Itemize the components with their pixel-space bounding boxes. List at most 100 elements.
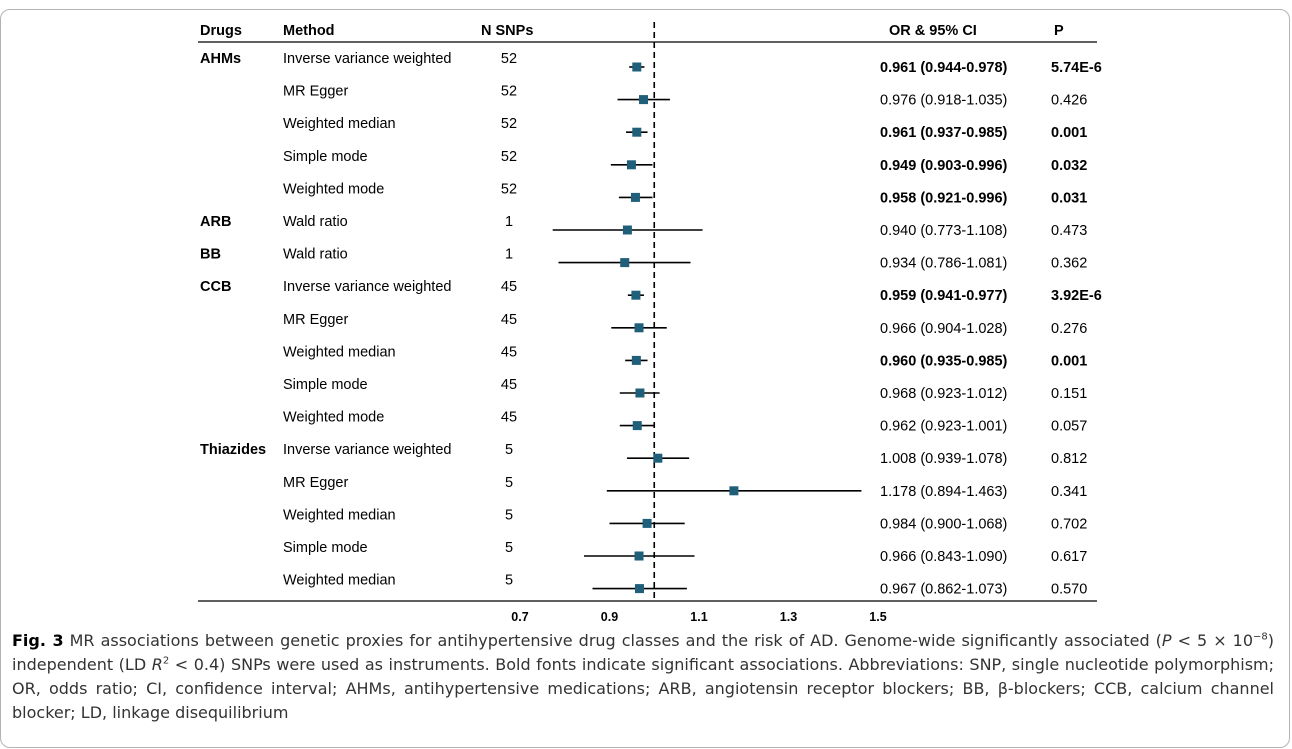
or-point — [630, 192, 640, 202]
row-or-ci: 0.961 (0.944-0.978) — [880, 60, 1008, 76]
row-nsnps: 52 — [501, 51, 517, 67]
x-tick-label: 1.1 — [690, 610, 707, 624]
forest-row: MR Egger 5 1.178 (0.894-1.463) 0.341 — [283, 475, 1087, 500]
row-or-ci: 1.008 (0.939-1.078) — [880, 451, 1007, 467]
row-p-value: 0.341 — [1051, 484, 1087, 500]
row-nsnps: 1 — [505, 214, 513, 230]
row-p-value: 0.001 — [1051, 125, 1087, 141]
header-method: Method — [283, 23, 335, 39]
forest-row: Weighted mode 45 0.962 (0.923-1.001) 0.057 — [283, 410, 1087, 435]
row-method: Simple mode — [283, 149, 368, 165]
header-p: P — [1054, 23, 1064, 39]
forest-row: AHMs Inverse variance weighted 52 0.961 (0.… — [200, 51, 1102, 76]
or-point — [620, 258, 630, 268]
or-point — [626, 160, 636, 170]
row-nsnps: 5 — [505, 442, 513, 458]
row-nsnps: 45 — [501, 344, 517, 360]
or-point — [634, 584, 644, 594]
header-or-ci: OR & 95% CI — [889, 23, 977, 39]
forest-row: Simple mode 5 0.966 (0.843-1.090) 0.617 — [283, 540, 1087, 565]
x-tick-label: 1.3 — [780, 610, 797, 624]
row-p-value: 0.617 — [1051, 549, 1087, 565]
row-method: Inverse variance weighted — [283, 51, 451, 67]
row-nsnps: 52 — [501, 84, 517, 100]
row-or-ci: 0.949 (0.903-0.996) — [880, 158, 1008, 174]
row-p-value: 0.702 — [1051, 516, 1087, 532]
row-p-value: 0.001 — [1051, 353, 1087, 369]
row-nsnps: 5 — [505, 507, 513, 523]
forest-row: Weighted median 5 0.984 (0.900-1.068) 0.702 — [283, 507, 1087, 532]
or-point — [631, 290, 641, 300]
row-or-ci: 0.984 (0.900-1.068) — [880, 516, 1007, 532]
row-method: Weighted mode — [283, 181, 384, 197]
or-point — [634, 551, 644, 561]
header-drugs: Drugs — [200, 23, 242, 39]
row-or-ci: 0.967 (0.862-1.073) — [880, 582, 1007, 598]
row-or-ci: 0.962 (0.923-1.001) — [880, 419, 1007, 435]
forest-plot: Drugs Method N SNPs OR & 95% CI P AHMs In… — [198, 22, 1102, 624]
forest-row: Simple mode 52 0.949 (0.903-0.996) 0.032 — [283, 149, 1087, 174]
row-method: Wald ratio — [283, 247, 348, 263]
row-p-value: 0.362 — [1051, 256, 1087, 272]
or-point — [635, 388, 645, 398]
forest-row: BB Wald ratio 1 0.934 (0.786-1.081) 0.362 — [200, 247, 1087, 272]
row-or-ci: 0.968 (0.923-1.012) — [880, 386, 1007, 402]
forest-row: Weighted median 52 0.961 (0.937-0.985) 0.00… — [283, 116, 1087, 141]
row-p-value: 0.276 — [1051, 321, 1087, 337]
forest-row: ARB Wald ratio 1 0.940 (0.773-1.108) 0.473 — [200, 214, 1087, 239]
caption-label: Fig. 3 — [12, 631, 64, 650]
or-point — [632, 62, 642, 72]
or-point — [653, 453, 663, 463]
row-or-ci: 0.976 (0.918-1.035) — [880, 93, 1007, 109]
row-or-ci: 0.960 (0.935-0.985) — [880, 353, 1008, 369]
or-point — [642, 518, 652, 528]
row-drug-label: Thiazides — [200, 442, 266, 458]
caption-exponent-2: 2 — [162, 655, 170, 667]
row-nsnps: 5 — [505, 475, 513, 491]
caption-text-4: < 0.4) SNPs were used as instruments. Bo… — [12, 655, 1275, 722]
forest-row: MR Egger 52 0.976 (0.918-1.035) 0.426 — [283, 84, 1087, 109]
row-p-value: 0.812 — [1051, 451, 1087, 467]
or-point — [634, 323, 644, 333]
row-p-value: 3.92E-6 — [1051, 288, 1102, 304]
or-point — [632, 127, 642, 137]
row-method: MR Egger — [283, 312, 348, 328]
row-or-ci: 0.934 (0.786-1.081) — [880, 256, 1007, 272]
row-drug-label: CCB — [200, 279, 231, 295]
row-method: Inverse variance weighted — [283, 279, 451, 295]
forest-row: Thiazides Inverse variance weighted 5 1.008… — [200, 442, 1087, 467]
figure-frame — [0, 9, 1290, 748]
caption-text-2: < 5 × 10 — [1171, 631, 1253, 650]
row-method: MR Egger — [283, 475, 348, 491]
caption-exponent-1: −8 — [1253, 631, 1268, 643]
caption-text-3: ) independent (LD — [12, 631, 1274, 674]
header-nsnps: N SNPs — [481, 23, 533, 39]
forest-row: Weighted median 5 0.967 (0.862-1.073) 0.570 — [283, 573, 1087, 598]
row-p-value: 5.74E-6 — [1051, 60, 1102, 76]
row-method: Weighted mode — [283, 410, 384, 426]
row-nsnps: 5 — [505, 573, 513, 589]
x-tick-label: 0.7 — [511, 610, 528, 624]
row-or-ci: 0.961 (0.937-0.985) — [880, 125, 1008, 141]
row-method: Inverse variance weighted — [283, 442, 451, 458]
or-point — [631, 355, 641, 365]
forest-row: MR Egger 45 0.966 (0.904-1.028) 0.276 — [283, 312, 1087, 337]
row-p-value: 0.031 — [1051, 190, 1087, 206]
forest-row: Simple mode 45 0.968 (0.923-1.012) 0.151 — [283, 377, 1087, 402]
row-nsnps: 52 — [501, 149, 517, 165]
row-nsnps: 52 — [501, 181, 517, 197]
row-method: Weighted median — [283, 344, 396, 360]
row-or-ci: 0.966 (0.904-1.028) — [880, 321, 1007, 337]
row-p-value: 0.057 — [1051, 419, 1087, 435]
x-tick-label: 0.9 — [601, 610, 618, 624]
figure-caption: Fig. 3 MR associations between genetic p… — [12, 629, 1274, 725]
row-or-ci: 1.178 (0.894-1.463) — [880, 484, 1007, 500]
caption-r-symbol: R — [151, 655, 163, 674]
forest-row: Weighted median 45 0.960 (0.935-0.985) 0.00… — [283, 344, 1087, 369]
x-tick-label: 1.5 — [869, 610, 886, 624]
row-drug-label: AHMs — [200, 51, 241, 67]
row-method: Simple mode — [283, 540, 368, 556]
row-p-value: 0.151 — [1051, 386, 1087, 402]
row-nsnps: 1 — [505, 247, 513, 263]
row-p-value: 0.426 — [1051, 93, 1087, 109]
